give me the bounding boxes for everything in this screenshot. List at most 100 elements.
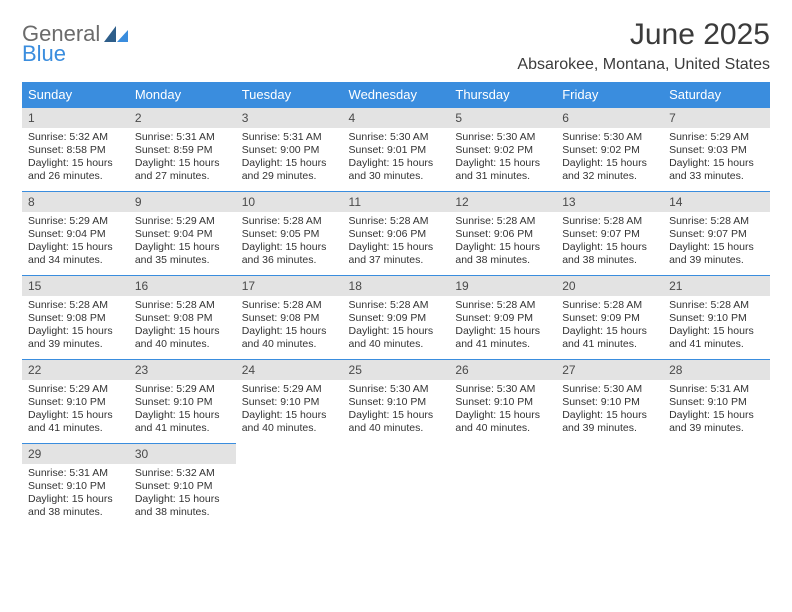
day-ss: Sunset: 9:10 PM [135, 480, 230, 493]
day-d1: Daylight: 15 hours [28, 241, 123, 254]
day-number-cell: 17 [236, 276, 343, 297]
day-ss: Sunset: 9:09 PM [349, 312, 444, 325]
day-sr: Sunrise: 5:28 AM [135, 299, 230, 312]
day-number-row: 2930 [22, 444, 770, 465]
weekday-header: Thursday [449, 82, 556, 108]
day-d1: Daylight: 15 hours [28, 409, 123, 422]
day-d2: and 38 minutes. [455, 254, 550, 267]
day-number-cell: 11 [343, 192, 450, 213]
day-d1: Daylight: 15 hours [562, 325, 657, 338]
day-ss: Sunset: 9:07 PM [669, 228, 764, 241]
day-sr: Sunrise: 5:32 AM [28, 131, 123, 144]
day-detail-row: Sunrise: 5:29 AMSunset: 9:04 PMDaylight:… [22, 212, 770, 276]
day-number-cell: 2 [129, 108, 236, 129]
day-d1: Daylight: 15 hours [455, 157, 550, 170]
day-d2: and 40 minutes. [455, 422, 550, 435]
day-number-row: 1234567 [22, 108, 770, 129]
calendar-body: 1234567Sunrise: 5:32 AMSunset: 8:58 PMDa… [22, 108, 770, 528]
day-ss: Sunset: 9:07 PM [562, 228, 657, 241]
day-number-cell: 28 [663, 360, 770, 381]
day-d1: Daylight: 15 hours [28, 493, 123, 506]
weekday-header: Friday [556, 82, 663, 108]
day-d2: and 32 minutes. [562, 170, 657, 183]
day-number-row: 15161718192021 [22, 276, 770, 297]
logo: General Blue [22, 18, 130, 64]
day-d2: and 33 minutes. [669, 170, 764, 183]
day-ss: Sunset: 9:10 PM [135, 396, 230, 409]
day-number-cell: 6 [556, 108, 663, 129]
day-d1: Daylight: 15 hours [349, 409, 444, 422]
day-d1: Daylight: 15 hours [135, 241, 230, 254]
day-ss: Sunset: 9:10 PM [562, 396, 657, 409]
logo-text: General Blue [22, 24, 100, 64]
weekday-header: Tuesday [236, 82, 343, 108]
day-d2: and 26 minutes. [28, 170, 123, 183]
day-detail-cell: Sunrise: 5:29 AMSunset: 9:04 PMDaylight:… [22, 212, 129, 276]
day-sr: Sunrise: 5:28 AM [349, 299, 444, 312]
day-detail-cell [663, 464, 770, 527]
day-detail-cell: Sunrise: 5:30 AMSunset: 9:10 PMDaylight:… [343, 380, 450, 444]
day-d2: and 29 minutes. [242, 170, 337, 183]
day-detail-cell: Sunrise: 5:32 AMSunset: 9:10 PMDaylight:… [129, 464, 236, 527]
day-d1: Daylight: 15 hours [242, 409, 337, 422]
day-d2: and 37 minutes. [349, 254, 444, 267]
day-detail-cell: Sunrise: 5:28 AMSunset: 9:09 PMDaylight:… [343, 296, 450, 360]
day-d2: and 40 minutes. [242, 422, 337, 435]
day-ss: Sunset: 9:02 PM [562, 144, 657, 157]
day-d2: and 41 minutes. [455, 338, 550, 351]
day-d1: Daylight: 15 hours [669, 409, 764, 422]
day-d2: and 36 minutes. [242, 254, 337, 267]
day-detail-cell: Sunrise: 5:28 AMSunset: 9:09 PMDaylight:… [556, 296, 663, 360]
day-detail-cell: Sunrise: 5:32 AMSunset: 8:58 PMDaylight:… [22, 128, 129, 192]
day-d1: Daylight: 15 hours [349, 241, 444, 254]
day-d2: and 41 minutes. [562, 338, 657, 351]
day-detail-cell [236, 464, 343, 527]
day-d2: and 41 minutes. [669, 338, 764, 351]
day-d1: Daylight: 15 hours [669, 325, 764, 338]
day-sr: Sunrise: 5:28 AM [349, 215, 444, 228]
day-ss: Sunset: 9:01 PM [349, 144, 444, 157]
day-number-cell: 5 [449, 108, 556, 129]
day-ss: Sunset: 9:10 PM [455, 396, 550, 409]
day-detail-row: Sunrise: 5:28 AMSunset: 9:08 PMDaylight:… [22, 296, 770, 360]
day-number-cell: 27 [556, 360, 663, 381]
day-detail-cell [556, 464, 663, 527]
day-detail-row: Sunrise: 5:29 AMSunset: 9:10 PMDaylight:… [22, 380, 770, 444]
day-detail-cell: Sunrise: 5:28 AMSunset: 9:09 PMDaylight:… [449, 296, 556, 360]
day-detail-cell: Sunrise: 5:28 AMSunset: 9:08 PMDaylight:… [236, 296, 343, 360]
day-ss: Sunset: 9:05 PM [242, 228, 337, 241]
day-detail-cell: Sunrise: 5:29 AMSunset: 9:10 PMDaylight:… [22, 380, 129, 444]
day-ss: Sunset: 8:59 PM [135, 144, 230, 157]
day-detail-cell: Sunrise: 5:30 AMSunset: 9:02 PMDaylight:… [449, 128, 556, 192]
day-number-cell [343, 444, 450, 465]
day-detail-cell: Sunrise: 5:30 AMSunset: 9:10 PMDaylight:… [556, 380, 663, 444]
day-d1: Daylight: 15 hours [669, 157, 764, 170]
day-number-cell: 16 [129, 276, 236, 297]
day-detail-cell: Sunrise: 5:28 AMSunset: 9:06 PMDaylight:… [449, 212, 556, 276]
day-d1: Daylight: 15 hours [562, 409, 657, 422]
day-sr: Sunrise: 5:29 AM [135, 215, 230, 228]
day-d2: and 31 minutes. [455, 170, 550, 183]
day-sr: Sunrise: 5:28 AM [242, 215, 337, 228]
day-number-cell [236, 444, 343, 465]
month-title: June 2025 [517, 18, 770, 52]
weekday-header-row: Sunday Monday Tuesday Wednesday Thursday… [22, 82, 770, 108]
day-sr: Sunrise: 5:28 AM [242, 299, 337, 312]
day-ss: Sunset: 9:00 PM [242, 144, 337, 157]
day-number-cell: 23 [129, 360, 236, 381]
day-sr: Sunrise: 5:29 AM [28, 383, 123, 396]
day-ss: Sunset: 9:03 PM [669, 144, 764, 157]
day-sr: Sunrise: 5:29 AM [28, 215, 123, 228]
day-d1: Daylight: 15 hours [135, 325, 230, 338]
day-d1: Daylight: 15 hours [669, 241, 764, 254]
day-d2: and 34 minutes. [28, 254, 123, 267]
day-number-cell: 18 [343, 276, 450, 297]
day-detail-cell: Sunrise: 5:29 AMSunset: 9:10 PMDaylight:… [236, 380, 343, 444]
day-sr: Sunrise: 5:30 AM [562, 131, 657, 144]
logo-part2: Blue [22, 41, 66, 66]
day-ss: Sunset: 8:58 PM [28, 144, 123, 157]
day-detail-cell: Sunrise: 5:31 AMSunset: 9:10 PMDaylight:… [663, 380, 770, 444]
day-d1: Daylight: 15 hours [349, 157, 444, 170]
header: General Blue June 2025 Absarokee, Montan… [22, 18, 770, 74]
day-d1: Daylight: 15 hours [135, 409, 230, 422]
